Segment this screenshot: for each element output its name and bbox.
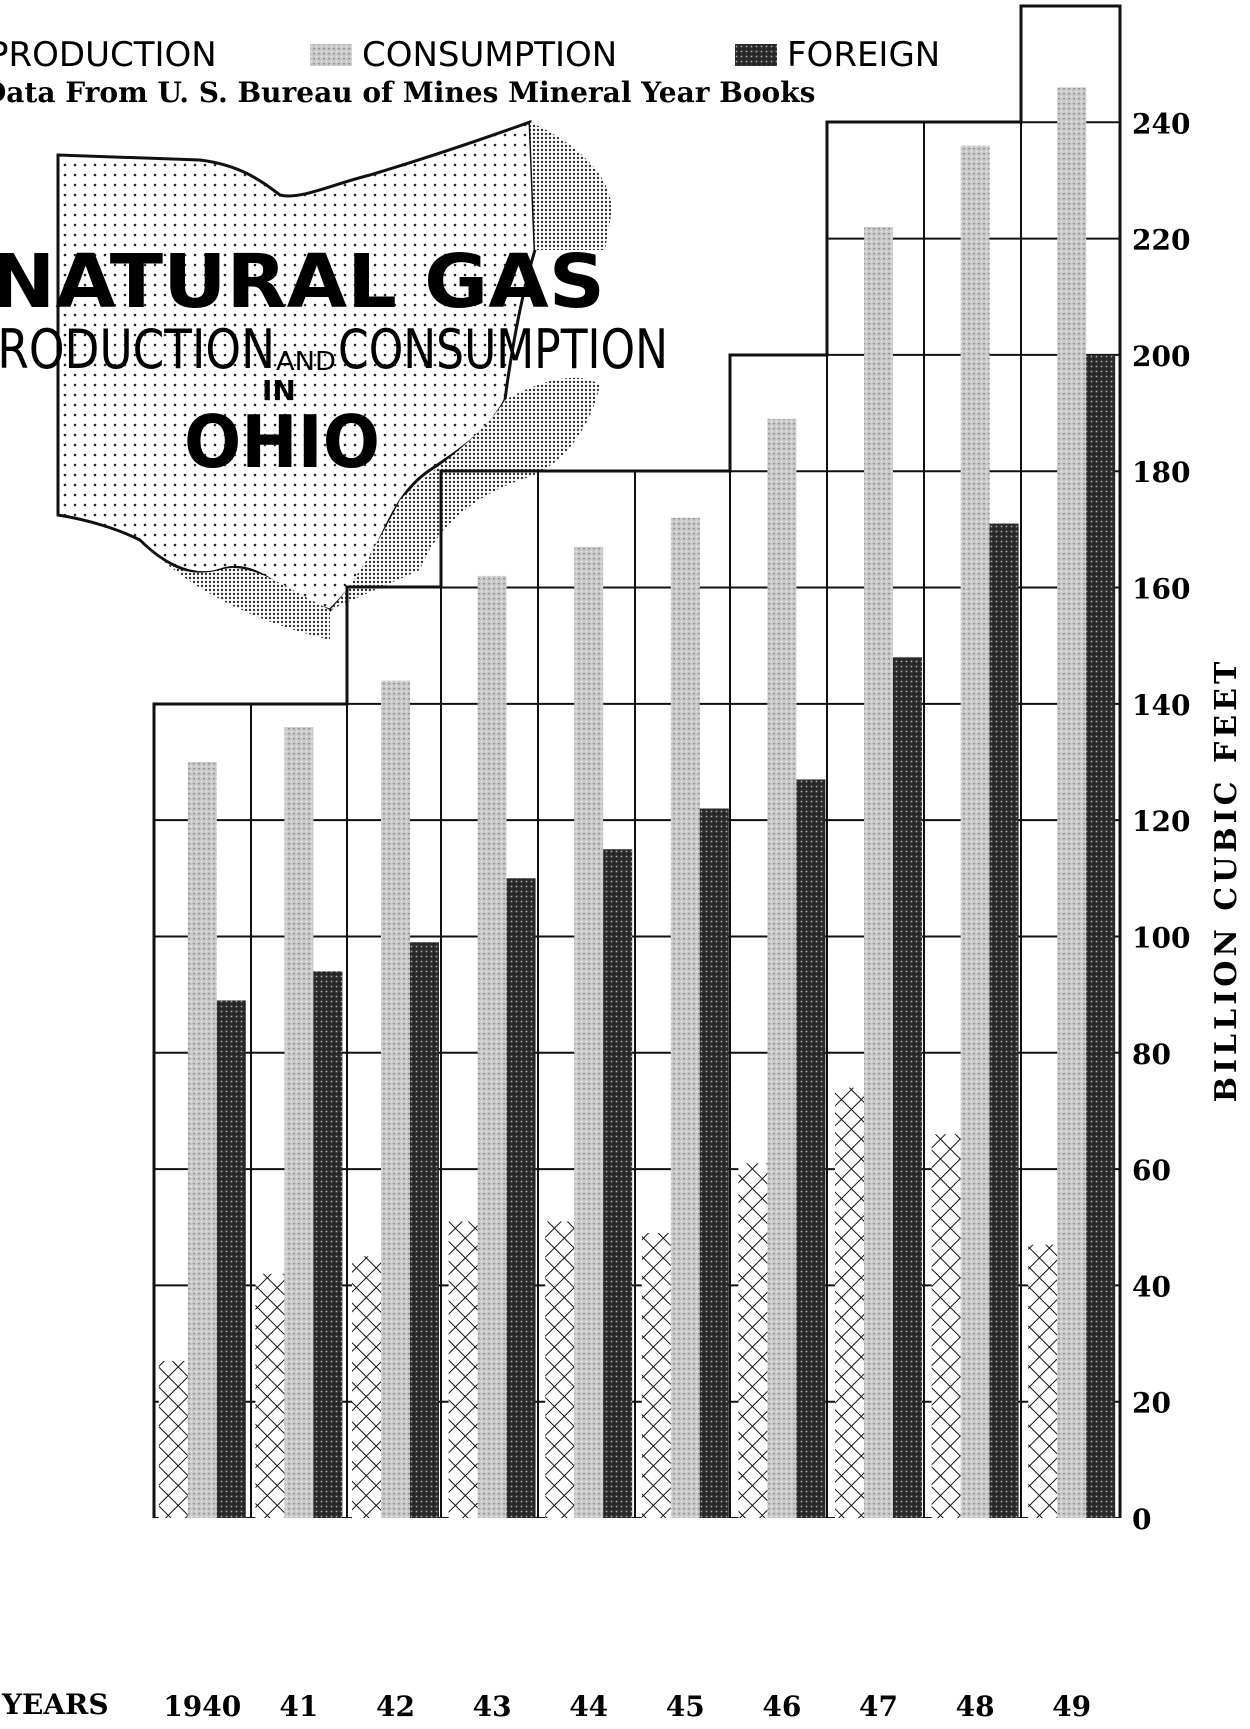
bar (506, 878, 536, 1518)
y-tick-label: 200 (1132, 340, 1190, 373)
x-tick-label: 49 (1052, 1690, 1091, 1723)
chart-title: AND (276, 347, 336, 377)
bar (216, 1000, 246, 1518)
bar (931, 1134, 961, 1518)
chart-title: CONSUMPTION (338, 318, 668, 381)
y-tick-label: 140 (1132, 689, 1190, 722)
bar (670, 517, 700, 1518)
chart-title: OHIO (184, 400, 380, 484)
bar (864, 226, 893, 1518)
bar (574, 546, 604, 1518)
bar (313, 971, 343, 1518)
bar (284, 727, 314, 1518)
legend-label: FOREIGN (787, 35, 940, 75)
x-tick-label: 1940 (163, 1690, 241, 1723)
x-tick-label: 41 (279, 1690, 318, 1723)
x-tick-label: 43 (473, 1690, 512, 1723)
y-tick-label: 120 (1132, 805, 1190, 838)
bar (989, 523, 1019, 1518)
legend-swatch-texture (310, 44, 352, 66)
bar (892, 657, 922, 1518)
bar (960, 145, 990, 1519)
y-tick-label: 20 (1132, 1387, 1171, 1420)
bar (409, 942, 439, 1518)
bar (738, 1163, 768, 1518)
x-tick-label: 45 (666, 1690, 705, 1723)
bar (1057, 87, 1087, 1518)
bar (255, 1273, 285, 1518)
x-axis-label: YEARS (1, 1688, 109, 1721)
bar (641, 1233, 671, 1518)
chart-title: NATURAL GAS (0, 239, 605, 325)
y-axis-label: BILLION CUBIC FEET (1209, 658, 1244, 1103)
x-tick-label: 42 (376, 1690, 415, 1723)
x-tick-label: 46 (762, 1690, 801, 1723)
x-tick-label: 48 (956, 1690, 995, 1723)
y-tick-label: 80 (1132, 1038, 1171, 1071)
chart-title: IN (262, 374, 296, 407)
bar (545, 1221, 575, 1518)
bar (158, 1360, 188, 1518)
bar (767, 418, 797, 1518)
x-tick-label: 47 (859, 1690, 898, 1723)
source-note: Data From U. S. Bureau of Mines Mineral … (0, 76, 815, 109)
bar (187, 762, 217, 1518)
map (56, 119, 612, 640)
bar (835, 1087, 865, 1518)
x-tick-label: 44 (569, 1690, 608, 1723)
bar (603, 849, 633, 1518)
y-tick-label: 240 (1132, 107, 1190, 140)
chart-title: PRODUCTION (0, 318, 275, 381)
bar (1028, 1244, 1058, 1518)
y-tick-label: 220 (1132, 224, 1190, 257)
y-tick-label: 60 (1132, 1154, 1171, 1187)
bar (796, 779, 826, 1518)
y-tick-label: 100 (1132, 921, 1190, 954)
y-tick-label: 40 (1132, 1270, 1171, 1303)
bar (477, 575, 507, 1518)
legend-label: PRODUCTION (0, 35, 217, 75)
bar (1086, 354, 1116, 1518)
y-tick-label: 180 (1132, 456, 1190, 489)
y-tick-label: 160 (1132, 573, 1190, 606)
y-tick-label: 0 (1132, 1503, 1151, 1536)
legend-swatch-texture (735, 44, 777, 66)
bar (352, 1256, 382, 1518)
bar (381, 680, 410, 1518)
bar (699, 808, 729, 1518)
legend-label: CONSUMPTION (362, 35, 617, 75)
bar (448, 1221, 478, 1518)
